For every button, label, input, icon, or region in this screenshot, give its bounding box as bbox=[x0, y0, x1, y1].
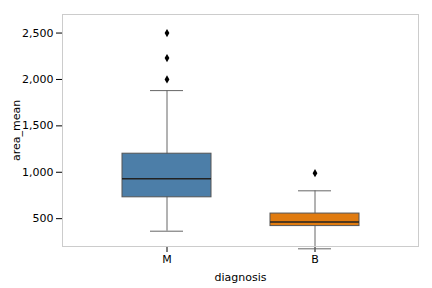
svg-text:B: B bbox=[311, 253, 319, 266]
svg-text:diagnosis: diagnosis bbox=[215, 271, 267, 284]
svg-text:M: M bbox=[162, 253, 172, 266]
svg-text:area_mean: area_mean bbox=[10, 100, 23, 161]
svg-text:1,500: 1,500 bbox=[22, 119, 54, 132]
svg-text:1,000: 1,000 bbox=[22, 166, 54, 179]
svg-text:2,500: 2,500 bbox=[22, 27, 54, 40]
svg-text:500: 500 bbox=[33, 212, 54, 225]
svg-text:2,000: 2,000 bbox=[22, 73, 54, 86]
